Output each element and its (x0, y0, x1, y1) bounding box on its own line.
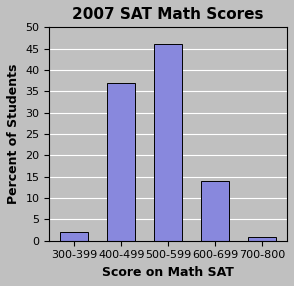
Bar (60, 232, 88, 241)
Bar (107, 83, 135, 241)
Bar (154, 44, 182, 241)
Bar (201, 181, 229, 241)
X-axis label: Score on Math SAT: Score on Math SAT (102, 266, 234, 279)
Y-axis label: Percent of Students: Percent of Students (7, 64, 20, 204)
Title: 2007 SAT Math Scores: 2007 SAT Math Scores (72, 7, 264, 22)
Bar (248, 237, 276, 241)
